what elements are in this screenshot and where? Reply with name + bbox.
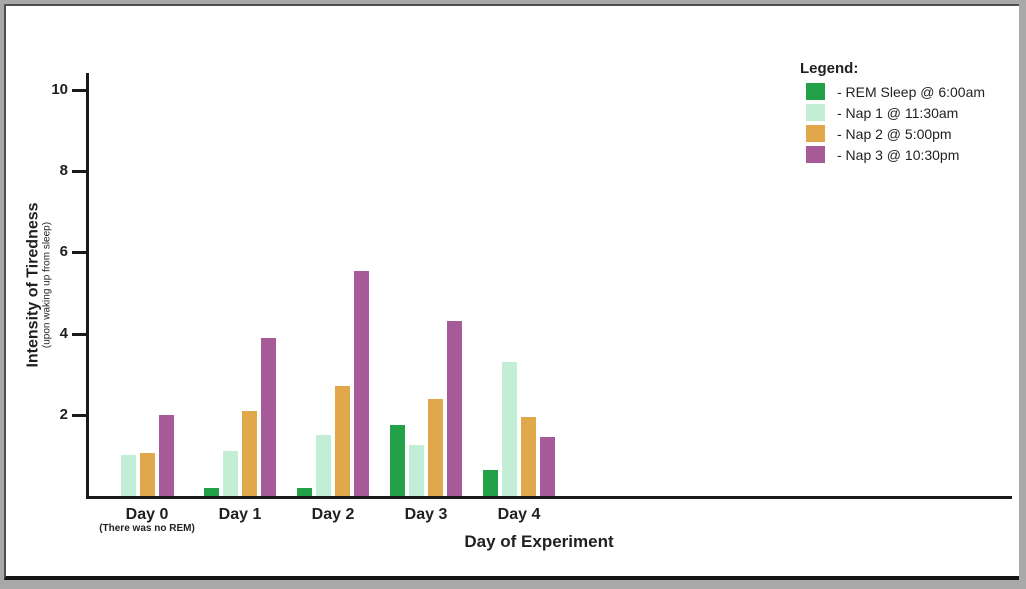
x-category-note: (There was no REM): [99, 523, 195, 534]
bar-nap-3-10-30pm: [447, 321, 462, 496]
bar-group-day-3: [386, 90, 466, 496]
legend-item: - Nap 3 @ 10:30pm: [806, 146, 985, 163]
x-category-label: Day 4: [497, 506, 541, 523]
legend-swatch-icon: [806, 125, 825, 142]
x-category-label: Day 2: [311, 506, 355, 523]
bar-group-day-0: [107, 90, 187, 496]
bar-group-day-4: [479, 90, 559, 496]
y-tick-label: 2: [59, 405, 68, 423]
y-tick-mark: [72, 251, 86, 255]
y-tick-label: 8: [59, 162, 68, 180]
legend-swatch-icon: [806, 83, 825, 100]
bar-rem-sleep-6-00am: [204, 488, 219, 496]
y-tick-mark: [72, 413, 86, 417]
bar-group-day-2: [293, 90, 373, 496]
x-axis-title: Day of Experiment: [464, 532, 614, 551]
bar-nap-3-10-30pm: [261, 338, 276, 496]
y-tick-label: 4: [59, 324, 68, 342]
bar-nap-3-10-30pm: [158, 415, 174, 496]
y-axis-title-text: Intensity of Tiredness: [24, 202, 42, 368]
bar-nap-1-11-30am: [409, 445, 424, 496]
bar-nap-2-5-00pm: [428, 399, 443, 496]
legend-item: - Nap 1 @ 11:30am: [806, 104, 985, 121]
y-axis-title-note: (upon waking up from sleep): [41, 221, 53, 349]
x-axis-line: [86, 496, 1012, 499]
legend-item: - Nap 2 @ 5:00pm: [806, 125, 985, 142]
x-category-day-3: Day 3: [371, 506, 481, 523]
legend-title: Legend:: [800, 60, 859, 77]
y-tick-mark: [72, 89, 86, 92]
legend-label: - Nap 3 @ 10:30pm: [837, 146, 960, 163]
bar-nap-2-5-00pm: [521, 417, 536, 496]
x-category-day-4: Day 4: [464, 506, 574, 523]
y-tick-label: 10: [51, 81, 68, 98]
bar-nap-2-5-00pm: [139, 453, 155, 496]
legend: Legend: - REM Sleep @ 6:00am - Nap 1 @ 11…: [800, 60, 985, 167]
bar-group-day-1: [200, 90, 280, 496]
legend-item: - REM Sleep @ 6:00am: [806, 83, 985, 100]
y-axis-line: [86, 73, 89, 499]
chart-page: Intensity of Tiredness (upon waking up f…: [4, 4, 1019, 580]
bar-nap-3-10-30pm: [354, 271, 369, 496]
x-category-day-1: Day 1: [185, 506, 295, 523]
bar-nap-1-11-30am: [120, 455, 136, 496]
y-axis-title: Intensity of Tiredness (upon waking up f…: [25, 202, 54, 367]
bar-rem-sleep-6-00am: [297, 488, 312, 496]
legend-label: - Nap 1 @ 11:30am: [837, 104, 959, 121]
bar-rem-sleep-6-00am: [390, 425, 405, 496]
x-category-day-2: Day 2: [278, 506, 388, 523]
y-tick-mark: [72, 170, 86, 174]
bar-nap-1-11-30am: [502, 362, 517, 496]
bar-nap-2-5-00pm: [242, 411, 257, 496]
y-tick-label: 6: [59, 243, 68, 261]
legend-swatch-icon: [806, 104, 825, 121]
bar-nap-3-10-30pm: [540, 437, 555, 496]
x-category-label: Day 1: [218, 506, 262, 523]
legend-items: - REM Sleep @ 6:00am - Nap 1 @ 11:30am - N…: [800, 83, 985, 163]
legend-label: - REM Sleep @ 6:00am: [837, 83, 986, 100]
legend-swatch-icon: [806, 146, 825, 163]
legend-label: - Nap 2 @ 5:00pm: [837, 125, 952, 142]
y-tick-mark: [72, 332, 86, 336]
x-category-day-0: Day 0 (There was no REM): [92, 506, 202, 535]
bar-rem-sleep-6-00am: [483, 470, 498, 496]
x-category-label: Day 0: [125, 506, 169, 523]
bar-nap-1-11-30am: [223, 451, 238, 496]
bar-nap-2-5-00pm: [335, 386, 350, 496]
bar-nap-1-11-30am: [316, 435, 331, 496]
x-category-label: Day 3: [404, 506, 448, 523]
